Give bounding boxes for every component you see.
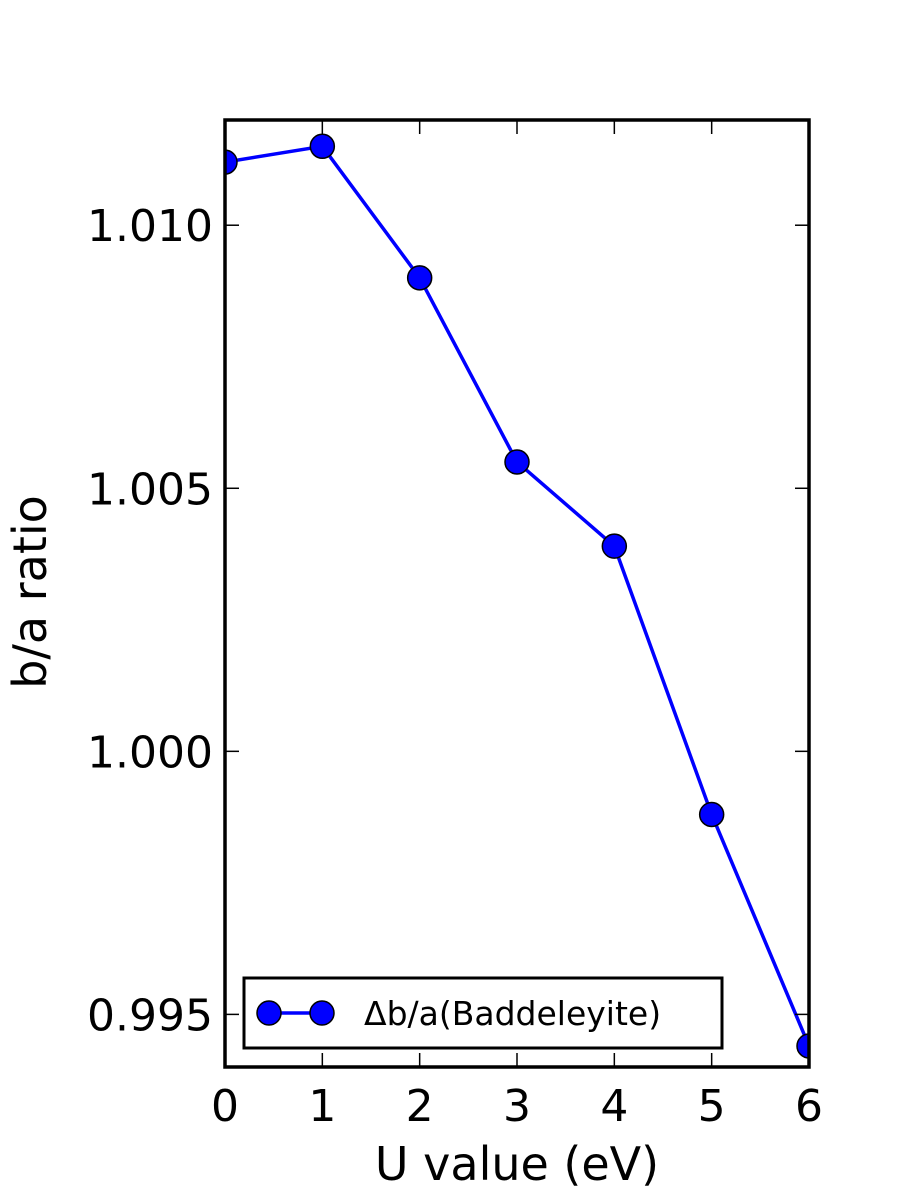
data-point bbox=[698, 801, 725, 828]
data-point bbox=[796, 1033, 809, 1059]
x-tick-label: 5 bbox=[698, 1081, 726, 1132]
series-line bbox=[225, 144, 809, 1047]
data-point bbox=[225, 149, 238, 175]
plot-frame bbox=[223, 118, 811, 1069]
x-tick-label: 0 bbox=[211, 1081, 239, 1132]
x-tick-label: 3 bbox=[503, 1081, 531, 1132]
series-layer bbox=[225, 133, 809, 1059]
tick-layer: 0 1 2 3 4 5 6 0.995 1.000 1.005 1.010 bbox=[87, 120, 823, 1132]
x-tick-label: 6 bbox=[795, 1081, 823, 1132]
legend-label: Δb/a(Baddeleyite) bbox=[364, 994, 661, 1033]
y-tick-label: 0.995 bbox=[87, 990, 213, 1041]
y-axis-label: b/a ratio bbox=[3, 495, 57, 689]
data-point bbox=[504, 449, 530, 475]
y-tick-label: 1.010 bbox=[87, 201, 213, 252]
y-tick-label: 1.005 bbox=[87, 464, 213, 515]
x-tick-label: 1 bbox=[308, 1081, 336, 1132]
frame-layer bbox=[223, 118, 811, 1069]
legend-marker bbox=[256, 1000, 282, 1026]
x-tick-label: 2 bbox=[406, 1081, 434, 1132]
data-point bbox=[601, 533, 628, 559]
data-point bbox=[309, 133, 336, 160]
data-point bbox=[406, 265, 433, 291]
x-axis-label: U value (eV) bbox=[375, 1137, 659, 1191]
legend-marker bbox=[309, 1000, 335, 1026]
x-tick-label: 4 bbox=[600, 1081, 628, 1132]
legend: Δb/a(Baddeleyite) bbox=[242, 976, 724, 1050]
y-tick-label: 1.000 bbox=[87, 727, 213, 778]
